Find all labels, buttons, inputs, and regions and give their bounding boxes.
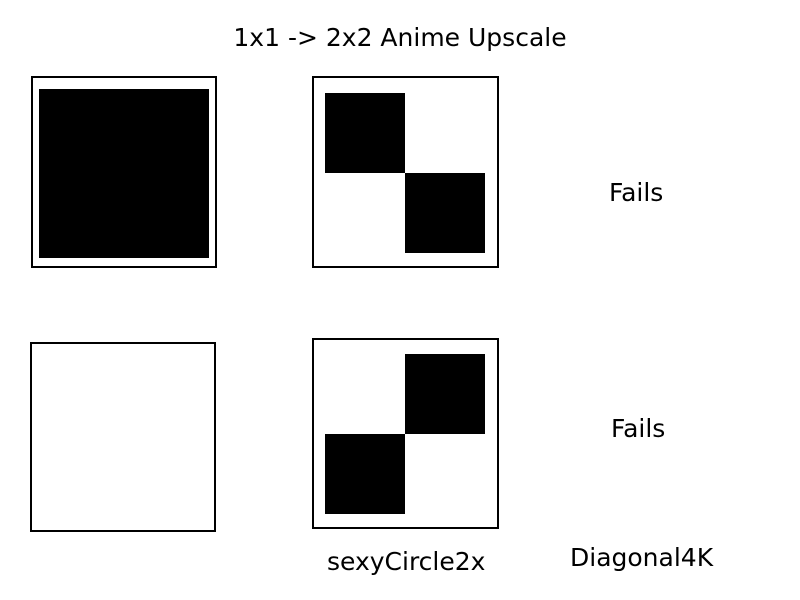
black-cell-bottom-right <box>405 173 485 253</box>
result-label-row-1: Fails <box>609 178 664 207</box>
black-cell-bottom-left <box>325 434 405 514</box>
output-grid-diagonal <box>312 76 499 268</box>
output-grid-anti-diagonal <box>312 338 499 529</box>
input-pixel-white <box>30 342 216 532</box>
diagram-title: 1x1 -> 2x2 Anime Upscale <box>233 23 567 52</box>
black-pixel-fill <box>39 89 209 258</box>
result-column-caption: Diagonal4K <box>570 543 714 572</box>
result-label-row-2: Fails <box>611 414 666 443</box>
output-column-caption: sexyCircle2x <box>327 547 486 576</box>
input-pixel-black <box>31 76 217 268</box>
black-cell-top-left <box>325 93 405 173</box>
black-cell-top-right <box>405 354 485 434</box>
